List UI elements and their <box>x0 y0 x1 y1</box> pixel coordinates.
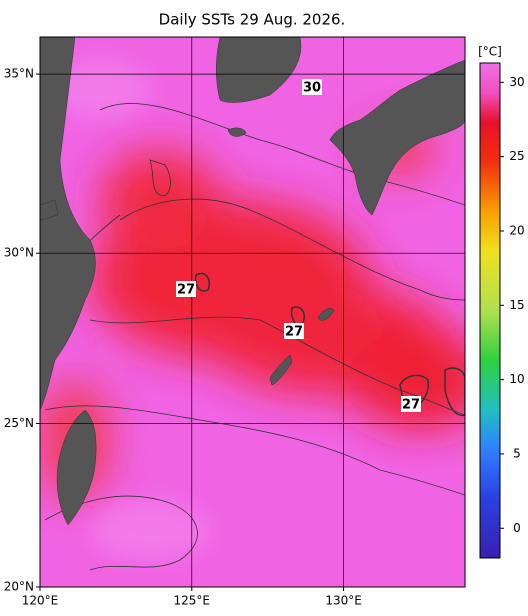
contour-label: 27 <box>402 398 420 413</box>
lat-label: 25°N <box>4 416 34 430</box>
lon-label: 130°E <box>325 594 362 608</box>
colorbar-tick-label: 30 <box>509 75 524 89</box>
title: Daily SSTs 29 Aug. 2026. <box>159 11 346 29</box>
land <box>40 37 465 526</box>
contour-label: 30 <box>303 81 321 96</box>
colorbar-tick-label: 15 <box>509 298 524 312</box>
lat-label: 20°N <box>4 580 34 594</box>
lon-label: 120°E <box>22 594 59 608</box>
colorbar-tick-label: 25 <box>509 149 524 163</box>
sst-field <box>40 37 465 587</box>
colorbar-tick-label: 10 <box>509 372 524 386</box>
contour-label-box <box>176 281 196 297</box>
colorbar-tick-label: 0 <box>513 521 521 535</box>
colorbar-scale <box>479 62 501 559</box>
contour-label: 27 <box>177 283 195 298</box>
colorbar-label: [°C] <box>478 45 502 59</box>
contour-labels: 30 27 27 27 <box>176 79 421 413</box>
lat-label: 30°N <box>4 246 34 260</box>
contour-label-box <box>401 396 421 412</box>
map-frame <box>39 36 466 588</box>
colorbar-tick-label: 5 <box>513 446 521 460</box>
lat-label: 35°N <box>4 67 34 81</box>
lon-label: 125°E <box>174 594 211 608</box>
colorbar-tick-label: 20 <box>509 223 524 237</box>
contour-label: 27 <box>285 325 303 340</box>
contour-label-box <box>302 79 322 95</box>
contour-label-box <box>284 323 304 339</box>
colorbar: 30 25 20 15 10 5 0 <box>479 62 525 559</box>
